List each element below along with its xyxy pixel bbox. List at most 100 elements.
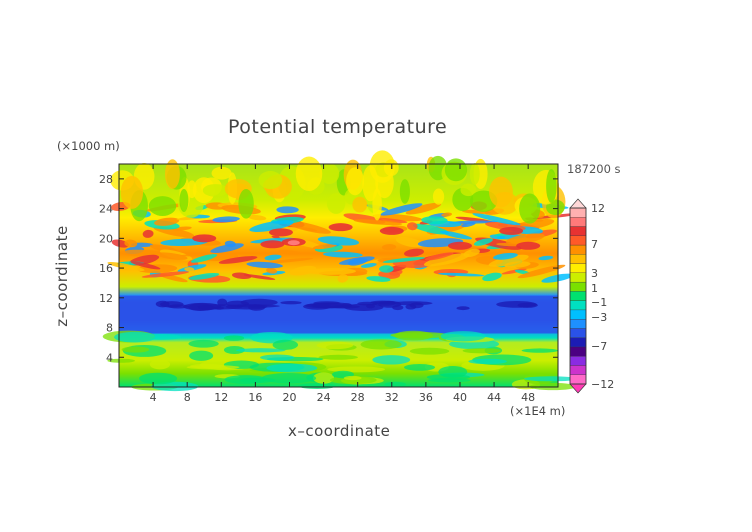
perturbation-blob xyxy=(141,271,190,278)
y-tick-label: 16 xyxy=(99,262,113,275)
upper-streak xyxy=(258,171,283,190)
upper-streak xyxy=(444,158,468,182)
lower-streak xyxy=(390,331,449,339)
y-tick-label: 4 xyxy=(106,351,113,364)
perturbation-blob xyxy=(249,220,294,232)
lower-streak xyxy=(462,348,501,354)
perturbation-blob xyxy=(337,274,349,283)
upper-streak xyxy=(519,193,541,224)
cold-core xyxy=(370,300,396,305)
lower-streak xyxy=(260,354,295,361)
cold-band xyxy=(119,295,558,334)
perturbation-blob xyxy=(473,238,493,246)
plot-frame xyxy=(118,163,559,388)
perturbation-blob xyxy=(154,217,180,226)
perturbation-blob xyxy=(441,212,453,217)
hot-core xyxy=(447,241,472,250)
perturbation-blob xyxy=(463,248,480,258)
lower-streak xyxy=(318,354,358,360)
colorbar-swatch xyxy=(569,263,587,273)
colorbar-swatch xyxy=(569,291,587,301)
upper-streak xyxy=(489,176,513,208)
lower-streak xyxy=(223,345,245,355)
perturbation-blob xyxy=(423,253,470,267)
perturbation-blob xyxy=(155,252,188,260)
perturbation-blob xyxy=(323,251,363,258)
upper-streak xyxy=(165,159,180,189)
x-axis-label: x–coordinate xyxy=(288,422,391,440)
perturbation-blob xyxy=(353,219,403,226)
x-tick-label: 32 xyxy=(385,391,399,404)
x-tick-label: 12 xyxy=(214,391,228,404)
colorbar-label: 1 xyxy=(591,282,598,295)
upper-streak xyxy=(352,196,368,213)
upper-streak xyxy=(469,163,480,185)
perturbation-blob xyxy=(488,254,529,267)
perturbation-blob xyxy=(482,272,502,282)
lower-streak xyxy=(327,366,386,373)
lower-streak xyxy=(114,331,156,343)
colorbar-label: −12 xyxy=(591,378,614,391)
perturbation-blob xyxy=(190,254,218,263)
perturbation-blob xyxy=(264,254,282,261)
z-unit-label: (×1000 m) xyxy=(57,139,120,153)
x-tick-label: 16 xyxy=(248,391,262,404)
colorbar-swatch xyxy=(569,319,587,329)
lower-streak xyxy=(188,339,219,348)
hot-core xyxy=(260,240,285,249)
perturbation-blob xyxy=(493,252,518,260)
perturbation-blob xyxy=(231,272,252,280)
perturbation-blob xyxy=(266,267,278,274)
y-tick-label: 24 xyxy=(99,203,113,216)
colorbar-swatch xyxy=(569,207,587,218)
lower-streak xyxy=(189,350,214,361)
lower-streak xyxy=(223,335,245,341)
perturbation-blob xyxy=(218,256,258,264)
colorbar-max-arrow xyxy=(569,198,587,209)
lower-streak xyxy=(121,346,150,353)
upper-streak xyxy=(202,184,229,197)
colorbar-swatch xyxy=(569,346,587,357)
perturbation-blob xyxy=(283,220,331,234)
colorbar-swatch xyxy=(569,226,587,236)
heatmap-field xyxy=(102,150,579,392)
perturbation-blob xyxy=(424,252,454,261)
perturbation-blob xyxy=(421,216,448,225)
x-tick-label: 20 xyxy=(282,391,296,404)
colorbar-label: 7 xyxy=(591,238,598,251)
colorbar-swatch xyxy=(569,217,587,227)
colorbar-label: −1 xyxy=(591,296,607,309)
perturbation-blob xyxy=(248,214,267,221)
upper-streak xyxy=(432,188,445,205)
cold-core xyxy=(341,303,352,308)
lower-streak xyxy=(440,331,486,342)
lower-streak xyxy=(151,381,199,392)
x-tick-label: 24 xyxy=(317,391,331,404)
lower-streak xyxy=(298,383,337,389)
x-tick-label: 40 xyxy=(453,391,467,404)
perturbation-blob xyxy=(360,263,377,268)
colorbar-swatch xyxy=(569,356,587,366)
upper-streak xyxy=(211,166,232,180)
cold-core xyxy=(240,298,278,307)
upper-streak xyxy=(179,188,189,212)
y-tick-label: 12 xyxy=(99,292,113,305)
perturbation-blob xyxy=(354,259,384,268)
time-label: 187200 s xyxy=(567,162,621,176)
upper-streak xyxy=(295,156,323,192)
lower-streak xyxy=(235,348,286,353)
perturbation-blob xyxy=(265,257,314,264)
y-tick-label: 20 xyxy=(99,232,113,245)
perturbation-blob xyxy=(395,236,424,248)
perturbation-blob xyxy=(505,233,545,245)
lower-streak xyxy=(139,372,178,385)
colorbar-label: 3 xyxy=(591,267,598,280)
cold-core xyxy=(155,300,170,308)
upper-streak xyxy=(326,192,346,214)
perturbation-blob xyxy=(382,257,426,263)
lower-streak xyxy=(266,363,318,373)
perturbation-blob xyxy=(538,255,554,261)
upper-streak xyxy=(460,183,477,197)
lower-streak xyxy=(107,358,136,363)
